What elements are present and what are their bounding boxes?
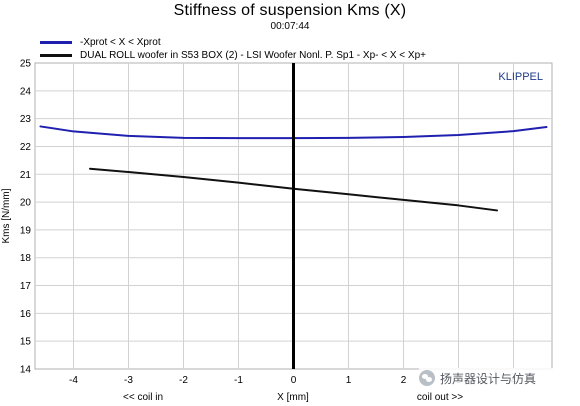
wechat-icon xyxy=(419,370,435,386)
y-axis-label: Kms [N/mm] xyxy=(1,188,12,243)
legend: -Xprot < X < Xprot DUAL ROLL woofer in S… xyxy=(40,36,560,62)
y-tick-label: 22 xyxy=(20,142,32,153)
y-tick-label: 17 xyxy=(20,281,32,292)
coil-out-annotation: coil out >> xyxy=(417,392,463,403)
y-tick-label: 24 xyxy=(20,86,32,97)
y-tick-label: 20 xyxy=(20,198,32,209)
x-tick-label: -2 xyxy=(179,375,188,386)
x-tick-label: -3 xyxy=(124,375,133,386)
x-axis-label: X [mm] xyxy=(277,392,309,403)
chart-title: Stiffness of suspension Kms (X) xyxy=(173,2,407,19)
x-tick-label: 0 xyxy=(291,375,297,386)
y-tick-label: 19 xyxy=(20,225,32,236)
legend-label-blue: -Xprot < X < Xprot xyxy=(80,37,161,48)
brand-label: KLIPPEL xyxy=(498,71,543,83)
legend-swatch-black xyxy=(40,54,72,57)
x-tick-label: -4 xyxy=(69,375,78,386)
coil-in-annotation: << coil in xyxy=(123,392,163,403)
y-tick-label: 15 xyxy=(20,337,32,348)
y-tick-label: 21 xyxy=(20,170,32,181)
legend-entry-black: DUAL ROLL woofer in S53 BOX (2) - LSI Wo… xyxy=(40,49,560,62)
y-tick-label: 18 xyxy=(20,253,32,264)
watermark-text: 扬声器设计与仿真 xyxy=(440,371,537,386)
x-tick-label: 2 xyxy=(401,375,407,386)
x-tick-label: -1 xyxy=(234,375,243,386)
chart-timestamp: 00:07:44 xyxy=(270,21,310,32)
legend-swatch-blue xyxy=(40,41,72,44)
y-tick-label: 16 xyxy=(20,309,32,320)
watermark: 扬声器设计与仿真 xyxy=(419,368,579,388)
legend-label-black: DUAL ROLL woofer in S53 BOX (2) - LSI Wo… xyxy=(80,50,426,61)
y-tick-label: 23 xyxy=(20,114,32,125)
x-tick-label: 1 xyxy=(346,375,352,386)
y-tick-label: 14 xyxy=(20,365,32,376)
y-axis-ticks: 14 15 16 17 18 19 20 21 22 23 24 25 xyxy=(20,59,32,376)
legend-entry-blue: -Xprot < X < Xprot xyxy=(40,36,560,49)
y-tick-label: 25 xyxy=(20,59,32,70)
